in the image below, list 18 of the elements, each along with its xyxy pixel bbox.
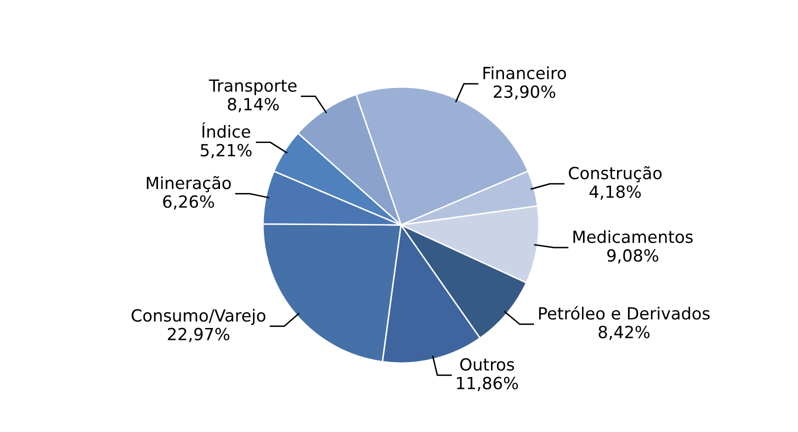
data-label: 11,86% xyxy=(457,376,518,392)
slice-label: Outros xyxy=(460,358,514,371)
slice-label: Consumo/Varejo xyxy=(132,308,266,325)
slice-label: Índice xyxy=(202,122,250,138)
data-label: 5,21% xyxy=(200,144,252,158)
data-label: 22,97% xyxy=(168,328,230,342)
slice-label: Financeiro xyxy=(483,66,566,80)
data-label: 6,26% xyxy=(163,195,214,210)
slice-label: Mineração xyxy=(146,176,231,192)
data-label: 9,08% xyxy=(607,249,658,264)
data-label: 8,42% xyxy=(598,326,650,340)
slice-label: Transporte xyxy=(208,79,297,96)
slice-label: Petróleo e Derivados xyxy=(539,306,710,320)
data-label: 23,90% xyxy=(494,85,556,100)
slice-label: Medicamentos xyxy=(573,230,693,244)
slice-label: Construção xyxy=(568,166,662,182)
data-label: 8,14% xyxy=(228,98,279,112)
data-label: 4,18% xyxy=(590,185,641,200)
